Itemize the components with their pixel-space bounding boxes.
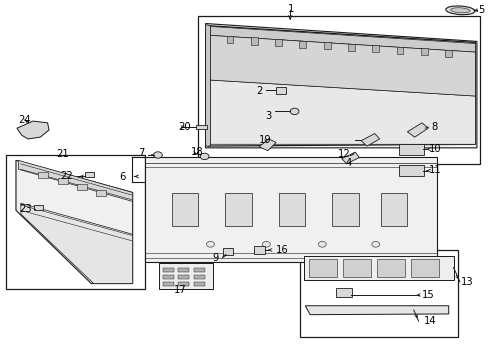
- Bar: [198, 16, 479, 164]
- Text: 24: 24: [19, 115, 31, 125]
- Polygon shape: [159, 263, 212, 289]
- Bar: [194, 267, 204, 272]
- FancyBboxPatch shape: [224, 193, 251, 226]
- FancyBboxPatch shape: [171, 193, 198, 226]
- Bar: [308, 258, 336, 277]
- Text: 19: 19: [258, 135, 271, 145]
- Text: 4: 4: [345, 158, 351, 168]
- Bar: [275, 39, 282, 46]
- Polygon shape: [209, 26, 474, 52]
- Text: 17: 17: [174, 285, 186, 295]
- Text: 9: 9: [212, 252, 219, 262]
- Text: 15: 15: [421, 290, 434, 300]
- Text: 3: 3: [264, 111, 271, 121]
- Bar: [178, 275, 189, 279]
- Ellipse shape: [445, 6, 474, 15]
- Circle shape: [206, 242, 214, 247]
- Bar: [38, 172, 48, 178]
- Text: 21: 21: [56, 149, 68, 159]
- FancyBboxPatch shape: [380, 193, 407, 226]
- Bar: [85, 172, 94, 177]
- Polygon shape: [21, 203, 132, 284]
- Polygon shape: [17, 121, 49, 139]
- Text: 12: 12: [337, 149, 350, 159]
- Text: 2: 2: [256, 86, 263, 96]
- FancyBboxPatch shape: [222, 248, 233, 255]
- Bar: [226, 36, 233, 43]
- Bar: [34, 205, 43, 210]
- Polygon shape: [303, 256, 453, 280]
- Polygon shape: [205, 24, 210, 146]
- Polygon shape: [209, 35, 474, 96]
- Text: 13: 13: [460, 277, 472, 287]
- FancyBboxPatch shape: [398, 165, 424, 176]
- Bar: [194, 282, 204, 287]
- FancyBboxPatch shape: [253, 247, 265, 253]
- FancyBboxPatch shape: [335, 288, 352, 297]
- Circle shape: [200, 153, 208, 159]
- FancyBboxPatch shape: [398, 144, 424, 155]
- Bar: [163, 282, 173, 287]
- Polygon shape: [16, 160, 132, 284]
- Text: 10: 10: [428, 144, 441, 154]
- Text: 14: 14: [423, 316, 435, 326]
- Text: 23: 23: [19, 204, 31, 214]
- Polygon shape: [407, 123, 427, 137]
- Polygon shape: [259, 139, 276, 151]
- Polygon shape: [361, 134, 379, 146]
- Bar: [410, 258, 438, 277]
- Polygon shape: [209, 80, 474, 144]
- Text: 8: 8: [431, 122, 437, 132]
- Bar: [163, 267, 173, 272]
- Polygon shape: [205, 23, 476, 148]
- Text: 1: 1: [287, 4, 293, 14]
- Bar: [250, 37, 257, 45]
- Text: 6: 6: [119, 172, 125, 182]
- Circle shape: [289, 108, 298, 114]
- Bar: [323, 42, 330, 49]
- Bar: [342, 258, 370, 277]
- Polygon shape: [207, 26, 474, 146]
- Text: 18: 18: [191, 147, 203, 157]
- Bar: [445, 50, 451, 57]
- Bar: [178, 267, 189, 272]
- Bar: [163, 275, 173, 279]
- Bar: [376, 258, 404, 277]
- Ellipse shape: [450, 8, 469, 13]
- Bar: [276, 87, 285, 94]
- FancyBboxPatch shape: [331, 193, 358, 226]
- Bar: [299, 41, 305, 48]
- Text: 5: 5: [477, 5, 483, 15]
- Bar: [372, 45, 378, 52]
- Bar: [347, 44, 354, 51]
- Bar: [194, 275, 204, 279]
- Bar: [196, 125, 206, 129]
- Bar: [420, 48, 427, 55]
- Polygon shape: [341, 152, 359, 164]
- Circle shape: [153, 152, 162, 158]
- Text: 11: 11: [428, 165, 441, 175]
- FancyBboxPatch shape: [278, 193, 305, 226]
- Bar: [396, 47, 403, 54]
- Bar: [58, 178, 68, 184]
- Circle shape: [318, 242, 325, 247]
- Text: 20: 20: [178, 122, 190, 132]
- Polygon shape: [19, 160, 132, 202]
- Text: 16: 16: [276, 245, 288, 255]
- Bar: [300, 249, 458, 337]
- Bar: [96, 190, 105, 197]
- Bar: [6, 155, 144, 289]
- Bar: [77, 184, 86, 190]
- Text: 22: 22: [61, 171, 73, 181]
- Circle shape: [262, 242, 270, 247]
- Bar: [144, 157, 436, 262]
- Bar: [178, 282, 189, 287]
- Polygon shape: [305, 306, 448, 315]
- Circle shape: [371, 242, 379, 247]
- Text: 7: 7: [138, 148, 144, 158]
